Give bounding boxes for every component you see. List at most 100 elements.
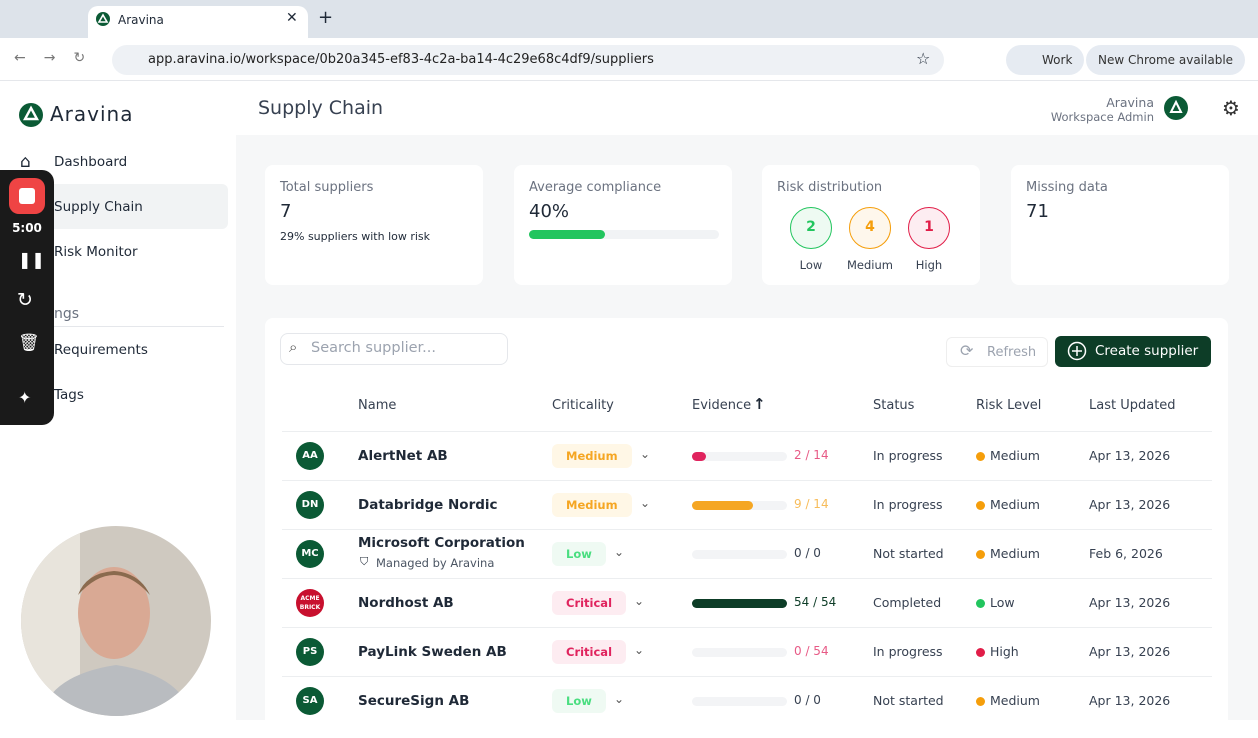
risk-label: Medium <box>847 258 893 272</box>
criticality-toggle[interactable]: ⌄ <box>634 594 645 608</box>
evidence-bar <box>692 599 787 608</box>
criticality-badge[interactable]: Medium <box>552 493 632 517</box>
column-header[interactable]: Last Updated <box>1089 398 1176 413</box>
criticality-toggle[interactable]: ⌄ <box>614 545 625 559</box>
supplier-name[interactable]: AlertNet AB <box>358 448 448 464</box>
evidence-label: 2 / 14 <box>794 448 829 462</box>
column-header[interactable]: Status <box>873 398 915 413</box>
url: app.aravina.io/workspace/0b20a345-ef83-4… <box>148 52 654 67</box>
nav-icon: ⌂ <box>20 152 31 172</box>
supplier-name[interactable]: PayLink Sweden AB <box>358 644 507 660</box>
stop-button[interactable] <box>9 178 45 214</box>
new-tab[interactable]: + <box>318 7 334 28</box>
stat-card: Risk distribution 2 Low 4 Medium 1 High <box>762 165 980 285</box>
column-header[interactable]: Evidence <box>692 398 752 413</box>
last-updated: Apr 13, 2026 <box>1089 448 1171 463</box>
update[interactable]: New Chrome available <box>1086 45 1246 75</box>
column-header[interactable]: Risk Level <box>976 398 1042 413</box>
refresh-button[interactable]: Refresh <box>946 337 1048 367</box>
browser-tab[interactable]: Aravina <box>88 6 308 38</box>
evidence-label: 0 / 0 <box>794 693 821 707</box>
nav-item[interactable]: Requirements <box>54 342 148 358</box>
search-icon: ⌕ <box>289 338 298 356</box>
sort-icon[interactable]: ↑ <box>753 395 766 413</box>
evidence-track <box>692 550 787 559</box>
row-divider <box>282 627 1212 628</box>
risk-level: High <box>990 644 1019 659</box>
criticality-badge[interactable]: Low <box>552 689 606 713</box>
supplier-name[interactable]: Microsoft Corporation <box>358 535 525 551</box>
user-name: Aravina <box>1106 95 1154 110</box>
stat-note: 29% suppliers with low risk <box>280 230 431 243</box>
search[interactable]: Search supplier... <box>280 333 508 365</box>
risk-dot <box>976 501 985 510</box>
supplier-avatar: MC <box>296 540 324 568</box>
supplier-managed: Managed by Aravina <box>376 556 495 570</box>
status: Not started <box>873 546 944 561</box>
criticality-badge[interactable]: Critical <box>552 591 627 615</box>
section-title: ngs <box>54 306 80 322</box>
risk-dot <box>976 599 985 608</box>
supplier-name[interactable]: SecureSign AB <box>358 693 470 709</box>
stat-label: Total suppliers <box>280 180 374 195</box>
suppliers-panel <box>265 318 1228 738</box>
tab-close[interactable]: ✕ <box>286 10 298 26</box>
settings[interactable]: ⚙ <box>1222 96 1240 120</box>
refresh-label: Refresh <box>987 345 1037 360</box>
progress-track <box>529 230 719 239</box>
risk-level: Low <box>990 595 1015 610</box>
risk-level: Medium <box>990 693 1040 708</box>
row-divider <box>282 529 1212 530</box>
row-divider <box>282 431 1212 432</box>
last-updated: Apr 13, 2026 <box>1089 693 1171 708</box>
evidence-label: 0 / 0 <box>794 546 821 560</box>
stat-card: Total suppliers 7 29% suppliers with low… <box>265 165 483 285</box>
user-avatar[interactable] <box>1164 96 1188 120</box>
stat-card: Missing data 71 <box>1011 165 1229 285</box>
profile[interactable]: Work <box>1006 45 1085 75</box>
pause-button[interactable]: ❚❚ <box>18 250 45 269</box>
criticality-badge[interactable]: Critical <box>552 640 627 664</box>
evidence-label: 0 / 54 <box>794 644 829 658</box>
criticality-badge[interactable]: Low <box>552 542 606 566</box>
stat-label: Average compliance <box>529 180 662 195</box>
supplier-avatar: DN <box>296 491 324 519</box>
brand-logo <box>19 103 43 127</box>
screen: Aravina ✕ + ←→↻ app.aravina.io/workspace… <box>0 0 1258 716</box>
nav-item[interactable]: Tags <box>54 387 84 403</box>
nav-buttons[interactable]: ←→↻ <box>14 50 104 66</box>
stat-value: 40% <box>529 201 570 222</box>
nav-item[interactable]: Dashboard <box>54 154 128 170</box>
column-header[interactable]: Name <box>358 398 397 413</box>
supplier-name[interactable]: Databridge Nordic <box>358 497 498 513</box>
criticality-badge[interactable]: Medium <box>552 444 632 468</box>
nav-item[interactable]: Supply Chain <box>54 199 143 215</box>
bookmark[interactable]: ☆ <box>916 49 931 68</box>
criticality-toggle[interactable]: ⌄ <box>640 496 651 510</box>
restart-button[interactable]: ↻ <box>17 289 33 311</box>
refresh-icon: ⟳ <box>960 341 974 360</box>
risk-dot <box>976 648 985 657</box>
criticality-toggle[interactable]: ⌄ <box>634 643 645 657</box>
delete-button[interactable]: 🗑 <box>18 333 40 353</box>
criticality-toggle[interactable]: ⌄ <box>614 692 625 706</box>
user[interactable]: Aravina Workspace Admin <box>1051 95 1154 124</box>
risk-dot <box>976 550 985 559</box>
timer: 5:00 <box>12 221 42 235</box>
effects-button[interactable]: ✦ <box>18 388 32 407</box>
evidence-track <box>692 452 787 461</box>
criticality-toggle[interactable]: ⌄ <box>640 447 651 461</box>
supplier-name[interactable]: Nordhost AB <box>358 595 454 611</box>
risk-dot <box>976 452 985 461</box>
nav-item[interactable]: Risk Monitor <box>54 244 138 260</box>
column-header[interactable]: Criticality <box>552 398 614 413</box>
url-field[interactable]: app.aravina.io/workspace/0b20a345-ef83-4… <box>112 45 944 75</box>
shield-icon: ⛉ <box>360 555 369 568</box>
risk-label: High <box>915 258 943 272</box>
supplier-avatar: PS <box>296 638 324 666</box>
row-divider <box>282 480 1212 481</box>
status: Not started <box>873 693 944 708</box>
row-divider <box>282 578 1212 579</box>
evidence-label: 54 / 54 <box>794 595 837 609</box>
create-label: Create supplier <box>1095 343 1199 359</box>
